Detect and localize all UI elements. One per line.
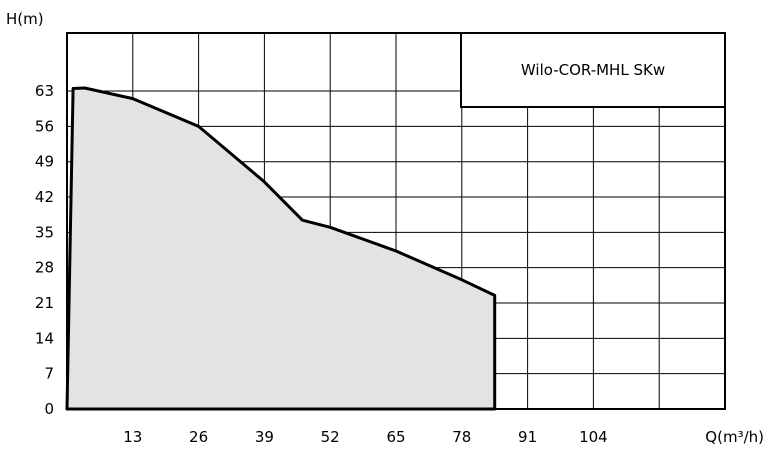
y-tick-label: 56	[35, 117, 54, 135]
x-tick-label: 78	[452, 428, 471, 446]
y-tick-label: 42	[35, 188, 54, 206]
x-tick-label: 39	[255, 428, 274, 446]
tick-labels: 13 26 39 52 65 78 91 104 0 7 14 21 28 35 42 49 56 63	[35, 82, 608, 446]
y-tick-label: 14	[35, 329, 54, 347]
y-tick-label: 21	[35, 294, 54, 312]
x-tick-label: 65	[386, 428, 405, 446]
x-axis-title: Q(m³/h)	[705, 428, 764, 446]
y-tick-label: 28	[35, 259, 54, 277]
y-tick-label: 7	[44, 365, 54, 383]
y-tick-label: 0	[44, 400, 54, 418]
y-tick-label: 49	[35, 153, 54, 171]
x-tick-label: 26	[189, 428, 208, 446]
x-tick-label: 13	[123, 428, 142, 446]
x-tick-label: 91	[518, 428, 537, 446]
y-axis-title: H(m)	[6, 10, 44, 28]
y-tick-label: 35	[35, 223, 54, 241]
legend-box: Wilo-COR-MHL SKw	[460, 32, 726, 108]
x-tick-label: 52	[321, 428, 340, 446]
y-tick-label: 63	[35, 82, 54, 100]
series-area	[65, 86, 497, 411]
plot-frame	[66, 32, 726, 410]
legend-entry: Wilo-COR-MHL SKw	[521, 61, 665, 79]
x-tick-label: 104	[579, 428, 608, 446]
